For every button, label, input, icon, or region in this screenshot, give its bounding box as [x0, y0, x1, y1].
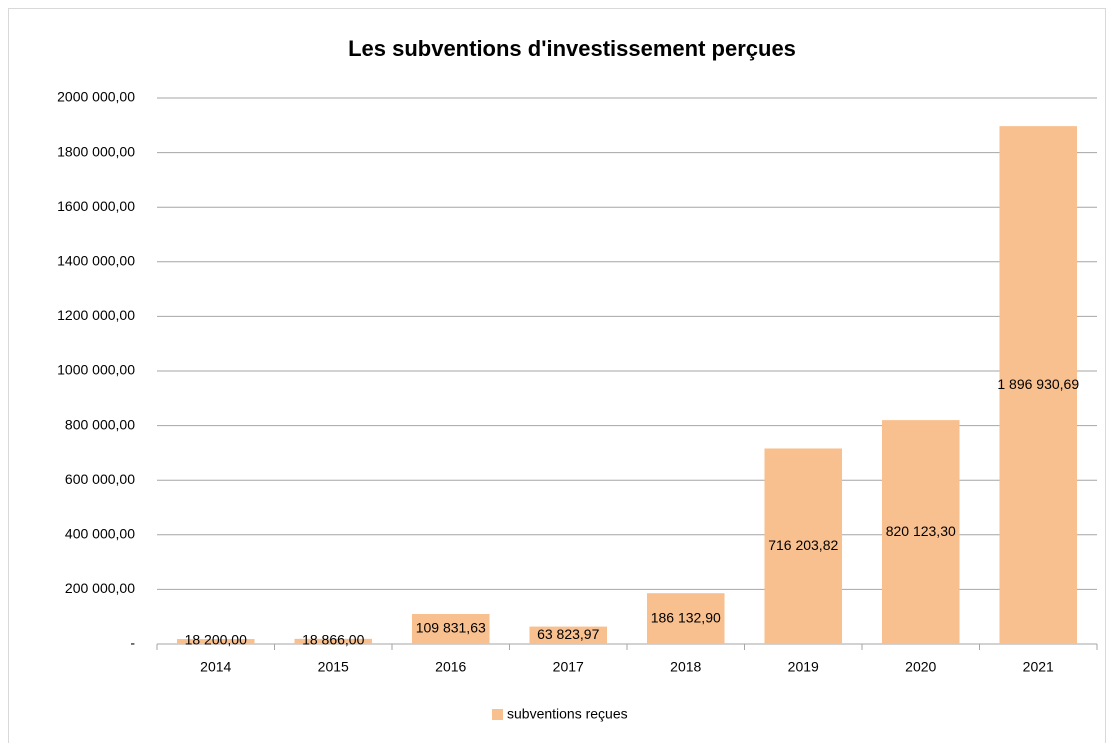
data-label: 1 896 930,69: [997, 376, 1079, 392]
data-label: 820 123,30: [886, 523, 956, 539]
x-tick-label: 2017: [553, 659, 584, 675]
y-tick-label: 2000 000,00: [57, 89, 135, 105]
bar: [294, 638, 373, 644]
x-tick-label: 2015: [318, 659, 349, 675]
y-tick-label: 1800 000,00: [57, 143, 135, 159]
bar: [411, 614, 490, 644]
legend-swatch: [492, 709, 503, 720]
data-label: 18 866,00: [302, 632, 364, 648]
x-tick-label: 2014: [200, 659, 231, 675]
data-label: 63 823,97: [537, 626, 599, 642]
data-label: 18 200,00: [185, 632, 247, 648]
bar: [529, 626, 608, 644]
y-tick-label: 1400 000,00: [57, 253, 135, 269]
y-tick-label: 600 000,00: [65, 471, 135, 487]
bar: [646, 593, 725, 644]
bar: [881, 420, 960, 644]
x-tick-label: 2019: [788, 659, 819, 675]
data-label: 186 132,90: [651, 609, 721, 625]
chart-title: Les subventions d'investissement perçues: [348, 36, 796, 61]
bar: [764, 448, 843, 644]
data-label: 716 203,82: [768, 537, 838, 553]
data-label: 109 831,63: [416, 620, 486, 636]
y-tick-label: -: [130, 635, 135, 651]
x-tick-label: 2018: [670, 659, 701, 675]
x-tick-label: 2021: [1023, 659, 1054, 675]
y-tick-label: 400 000,00: [65, 526, 135, 542]
y-tick-label: 1600 000,00: [57, 198, 135, 214]
x-tick-label: 2016: [435, 659, 466, 675]
y-tick-label: 200 000,00: [65, 580, 135, 596]
legend-label: subventions reçues: [507, 706, 628, 722]
y-tick-label: 1200 000,00: [57, 307, 135, 323]
bar: [999, 126, 1078, 644]
x-tick-label: 2020: [905, 659, 936, 675]
bar: [176, 639, 255, 644]
y-tick-label: 800 000,00: [65, 416, 135, 432]
y-tick-label: 1000 000,00: [57, 362, 135, 378]
